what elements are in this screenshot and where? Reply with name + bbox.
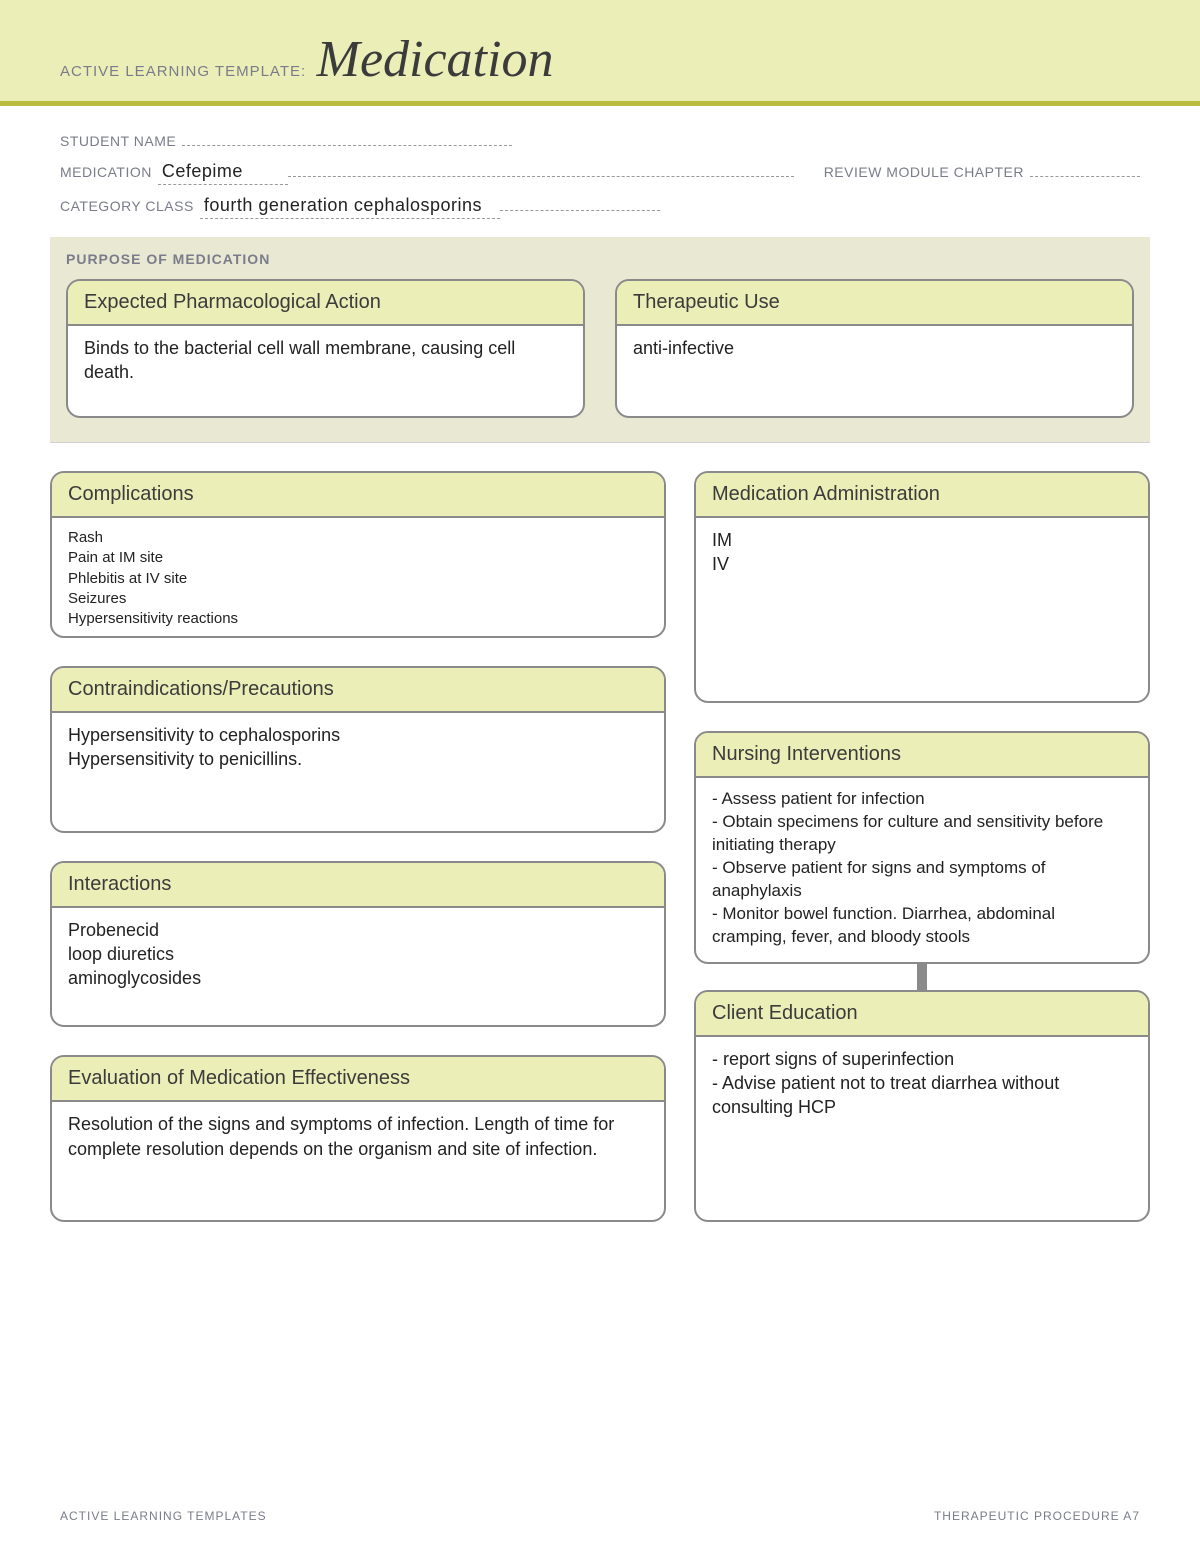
category-underline [500,193,660,211]
page: ACTIVE LEARNING TEMPLATE: Medication STU… [0,0,1200,1553]
interactions-body: Probenecid loop diuretics aminoglycoside… [52,908,664,1018]
footer-right: THERAPEUTIC PROCEDURE A7 [934,1509,1140,1523]
header-band: ACTIVE LEARNING TEMPLATE: Medication [0,0,1200,106]
right-spacer [694,703,1150,731]
administration-box: Medication Administration IM IV [694,471,1150,703]
category-label: CATEGORY CLASS [60,198,194,214]
nursing-title: Nursing Interventions [696,733,1148,778]
purpose-title: PURPOSE OF MEDICATION [66,251,1134,267]
review-label: REVIEW MODULE CHAPTER [824,164,1024,180]
student-name-value[interactable] [182,126,512,146]
use-body: anti-infective [617,326,1132,416]
evaluation-title: Evaluation of Medication Effectiveness [52,1057,664,1102]
medication-underline [288,159,794,177]
contra-body: Hypersensitivity to cephalosporins Hyper… [52,713,664,823]
complications-body: Rash Pain at IM site Phlebitis at IV sit… [52,518,664,638]
contra-box: Contraindications/Precautions Hypersensi… [50,666,666,833]
student-name-line: STUDENT NAME [60,126,1140,149]
education-body: - report signs of superinfection - Advis… [696,1037,1148,1187]
use-title: Therapeutic Use [617,281,1132,326]
student-name-label: STUDENT NAME [60,133,176,149]
medication-value[interactable]: Cefepime [158,161,288,185]
review-value[interactable] [1030,157,1140,177]
action-box: Expected Pharmacological Action Binds to… [66,279,585,418]
footer: ACTIVE LEARNING TEMPLATES THERAPEUTIC PR… [60,1509,1140,1523]
interactions-box: Interactions Probenecid loop diuretics a… [50,861,666,1028]
form-area: STUDENT NAME MEDICATION Cefepime REVIEW … [0,106,1200,219]
evaluation-box: Evaluation of Medication Effectiveness R… [50,1055,666,1222]
footer-left: ACTIVE LEARNING TEMPLATES [60,1509,267,1523]
category-line: CATEGORY CLASS fourth generation cephalo… [60,193,1140,219]
header-title: Medication [317,30,554,89]
contra-title: Contraindications/Precautions [52,668,664,713]
medication-line: MEDICATION Cefepime REVIEW MODULE CHAPTE… [60,157,1140,185]
administration-body: IM IV [696,518,1148,703]
administration-title: Medication Administration [696,473,1148,518]
lower-area: Complications Rash Pain at IM site Phleb… [0,443,1200,1222]
left-column: Complications Rash Pain at IM site Phleb… [50,471,666,1222]
right-column: Medication Administration IM IV Nursing … [694,471,1150,1222]
header-prefix: ACTIVE LEARNING TEMPLATE: [60,63,306,80]
interactions-title: Interactions [52,863,664,908]
evaluation-body: Resolution of the signs and symptoms of … [52,1102,664,1222]
use-box: Therapeutic Use anti-infective [615,279,1134,418]
medication-label: MEDICATION [60,164,152,180]
nursing-body: - Assess patient for infection - Obtain … [696,778,1148,963]
purpose-section: PURPOSE OF MEDICATION Expected Pharmacol… [50,237,1150,443]
connector [917,964,927,990]
purpose-columns: Expected Pharmacological Action Binds to… [66,279,1134,418]
action-body: Binds to the bacterial cell wall membran… [68,326,583,416]
category-value[interactable]: fourth generation cephalosporins [200,195,500,219]
education-box: Client Education - report signs of super… [694,990,1150,1222]
nursing-box: Nursing Interventions - Assess patient f… [694,731,1150,963]
complications-box: Complications Rash Pain at IM site Phleb… [50,471,666,638]
action-title: Expected Pharmacological Action [68,281,583,326]
complications-title: Complications [52,473,664,518]
education-title: Client Education [696,992,1148,1037]
